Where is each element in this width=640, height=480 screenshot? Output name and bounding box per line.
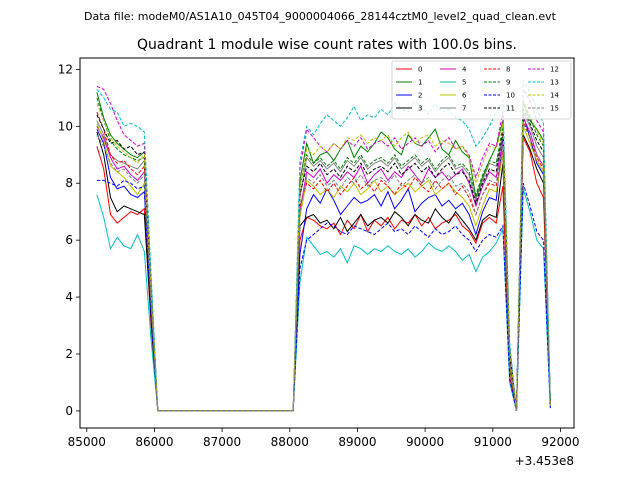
series-line-13 [96,79,551,412]
legend-box [391,60,572,120]
legend-label-14: 14 [550,92,559,100]
x-tick-label: 91000 [474,435,512,449]
x-tick-label: 89000 [338,435,376,449]
chart-suptitle: Data file: modeM0/AS1A10_045T04_90000040… [84,10,557,23]
legend-label-2: 2 [418,92,422,100]
y-tick-label: 0 [65,404,73,418]
y-tick-label: 2 [65,347,73,361]
legend-label-0: 0 [418,66,422,74]
y-tick-label: 10 [58,119,73,133]
series-line-6 [96,123,551,412]
plot-frame [79,57,575,429]
series-line-14 [96,100,551,412]
series-line-7 [96,111,551,412]
series-line-4 [96,117,551,412]
x-tick-label: 88000 [271,435,309,449]
series-line-9 [96,97,551,412]
chart-title: Quadrant 1 module wise count rates with … [137,37,517,53]
y-tick-label: 4 [65,290,73,304]
series-line-10 [96,179,551,412]
y-tick-label: 12 [58,62,73,76]
legend-label-7: 7 [462,105,466,113]
x-axis-offset-label: +3.453e8 [515,454,574,468]
y-tick-label: 8 [65,176,73,190]
x-tick-label: 85000 [68,435,106,449]
series-line-11 [96,108,551,412]
series-line-8 [96,111,551,412]
legend-label-6: 6 [462,92,467,100]
x-tick-label: 90000 [406,435,444,449]
x-tick-label: 92000 [541,435,579,449]
y-axis: 0 2 4 6 8 10 12 [58,62,80,418]
series-line-15 [96,123,551,412]
legend-label-4: 4 [462,66,467,74]
series-line-3 [96,131,551,412]
legend-label-9: 9 [506,79,510,87]
legend-label-11: 11 [506,105,515,113]
series-line-12 [96,86,551,412]
series-line-1 [96,92,551,412]
x-tick-label: 86000 [135,435,173,449]
plot-series-layer [96,79,551,412]
legend-label-1: 1 [418,79,422,87]
legend-label-10: 10 [506,92,515,100]
x-tick-label: 87000 [203,435,241,449]
legend-label-15: 15 [550,105,559,113]
legend-label-5: 5 [462,79,466,87]
x-axis: 85000 86000 87000 88000 89000 90000 91000 92000 [68,428,580,449]
y-tick-label: 6 [65,233,73,247]
legend-label-8: 8 [506,66,510,74]
legend-label-12: 12 [550,66,559,74]
legend-label-3: 3 [418,105,422,113]
legend-label-13: 13 [550,79,559,87]
